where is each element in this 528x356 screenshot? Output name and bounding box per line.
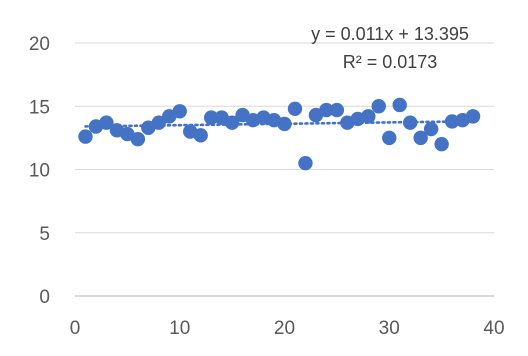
data-point [392, 97, 407, 113]
y-tick-label: 0 [39, 287, 50, 308]
data-point [203, 110, 219, 125]
data-point [423, 121, 439, 137]
data-point [361, 109, 376, 124]
data-point [287, 101, 303, 116]
data-point [193, 128, 208, 143]
data-point [224, 115, 240, 130]
x-tick-label: 40 [483, 318, 504, 339]
data-point [319, 102, 334, 118]
trendline-equation: y = 0.011x + 13.395 [311, 24, 469, 44]
data-point [130, 131, 146, 147]
tick-labels: 0 5 10 15 20 0 10 20 30 40 [29, 34, 505, 339]
y-tick-label: 20 [29, 34, 50, 55]
data-point [434, 137, 449, 152]
data-point [151, 115, 166, 130]
data-point [329, 102, 345, 118]
trendline-labels: y = 0.011x + 13.395 R² = 0.0173 [311, 24, 469, 72]
data-point [277, 116, 292, 132]
gridlines [75, 42, 494, 234]
data-points [78, 97, 481, 171]
data-point [371, 99, 386, 114]
y-tick-label: 10 [29, 161, 50, 182]
data-point [403, 115, 418, 130]
x-tick-label: 0 [70, 318, 81, 339]
data-point [413, 130, 428, 146]
data-point [172, 104, 187, 119]
x-tick-label: 20 [274, 318, 295, 339]
trendline-r-squared: R² = 0.0173 [343, 52, 438, 72]
data-point [444, 114, 460, 129]
data-point [78, 129, 93, 144]
x-tick-label: 10 [169, 318, 190, 339]
data-point [298, 155, 313, 171]
data-point [99, 115, 114, 130]
x-tick-label: 30 [379, 318, 400, 339]
y-tick-label: 15 [29, 97, 50, 118]
data-point [465, 109, 481, 124]
y-tick-label: 5 [39, 224, 50, 245]
data-point [382, 130, 397, 146]
